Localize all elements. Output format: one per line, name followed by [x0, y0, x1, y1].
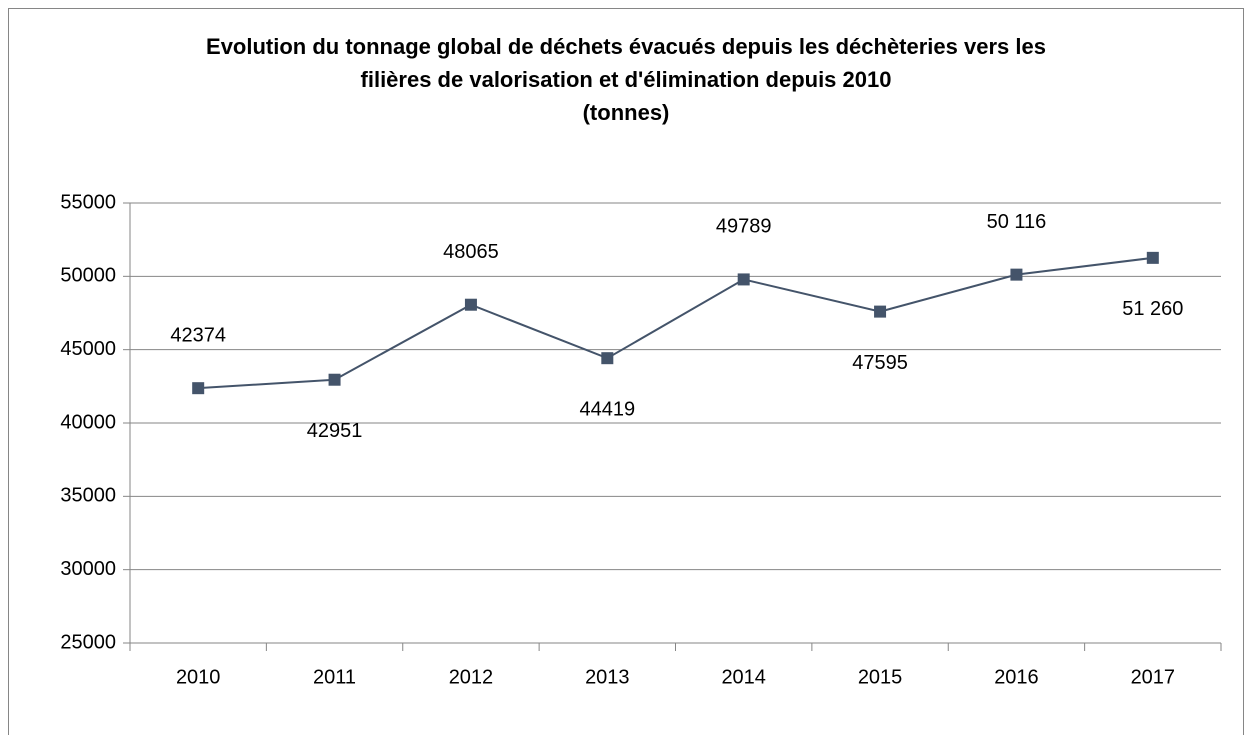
x-tick-label: 2017 — [1131, 666, 1176, 688]
chart-title: filières de valorisation et d'éliminatio… — [361, 67, 892, 92]
x-tick-label: 2013 — [585, 666, 630, 688]
x-tick-label: 2012 — [449, 666, 494, 688]
data-label: 49789 — [716, 216, 772, 238]
line — [198, 256, 1153, 390]
marker — [328, 373, 341, 386]
x-tick-label: 2011 — [313, 666, 356, 688]
data-label: 48065 — [443, 241, 499, 263]
y-tick-label: 30000 — [60, 558, 116, 580]
x-tick-label: 2015 — [858, 666, 903, 688]
y-tick-label: 25000 — [60, 631, 116, 653]
data-label: 42951 — [307, 420, 363, 442]
marker — [464, 298, 477, 311]
x-tick-label: 2010 — [176, 666, 221, 688]
marker — [1010, 268, 1023, 281]
y-tick-label: 55000 — [60, 191, 116, 213]
marker — [1146, 251, 1159, 264]
data-label: 51 260 — [1122, 298, 1183, 320]
data-label: 42374 — [170, 324, 226, 346]
marker — [874, 305, 887, 318]
x-tick-label: 2014 — [721, 666, 766, 688]
chart-frame — [8, 8, 1244, 735]
x-tick-label: 2016 — [994, 666, 1039, 688]
data-label: 50 116 — [987, 211, 1047, 233]
y-tick-label: 35000 — [60, 485, 116, 507]
marker — [601, 352, 614, 365]
y-tick-label: 50000 — [60, 265, 116, 287]
y-tick-label: 45000 — [60, 338, 116, 360]
chart-title: (tonnes) — [583, 100, 670, 125]
data-label: 44419 — [580, 398, 636, 420]
marker — [192, 382, 205, 395]
chart-title: Evolution du tonnage global de déchets é… — [206, 34, 1046, 59]
y-tick-label: 40000 — [60, 411, 116, 433]
marker — [737, 273, 750, 286]
data-label: 47595 — [852, 352, 908, 374]
